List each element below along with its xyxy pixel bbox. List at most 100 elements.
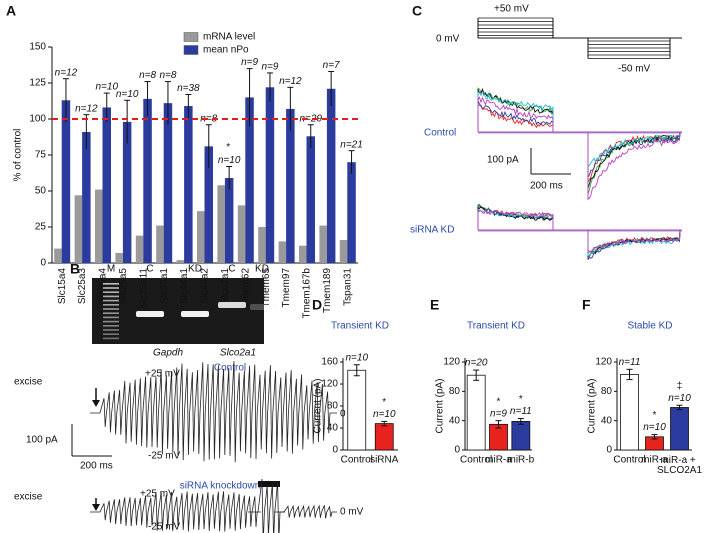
y-axis-label: Current (pA) bbox=[435, 378, 446, 433]
gel-band bbox=[250, 304, 278, 310]
x-tick-label: miR-a + SLCO2A1 bbox=[657, 455, 702, 476]
n-label: n=7 bbox=[323, 60, 340, 71]
y-tick-label: 80 bbox=[327, 401, 339, 412]
n-label: n=10 bbox=[668, 393, 691, 404]
current-trace bbox=[248, 479, 285, 533]
voltage-label: +25 mV bbox=[140, 489, 175, 500]
ladder-band bbox=[103, 337, 119, 340]
gel-band bbox=[218, 302, 246, 308]
y-axis-label: % of control bbox=[13, 129, 24, 182]
voltage-label: 0 mV bbox=[340, 507, 364, 518]
n-label: n=11 bbox=[510, 406, 532, 417]
n-label: n=29 bbox=[299, 113, 322, 124]
y-tick-label: 120 bbox=[443, 357, 460, 368]
panel-letter: E bbox=[430, 297, 439, 313]
n-label: n=9 bbox=[490, 408, 507, 419]
bar bbox=[347, 369, 367, 451]
bar bbox=[95, 189, 103, 263]
y-tick-label: 0 bbox=[454, 445, 460, 456]
significance: * bbox=[382, 397, 386, 408]
y-tick-label: 80 bbox=[449, 386, 461, 397]
y-tick-label: 120 bbox=[595, 357, 612, 368]
x-tick-label: Slc44a1 bbox=[179, 268, 190, 305]
lane-label: KD bbox=[255, 264, 269, 275]
legend-label: mRNA level bbox=[203, 32, 255, 43]
bar bbox=[61, 100, 71, 263]
panel-letter: F bbox=[582, 297, 591, 313]
y-tick-label: 25 bbox=[35, 222, 47, 233]
y-tick-label: 120 bbox=[321, 379, 338, 390]
ladder-band bbox=[103, 308, 119, 310]
n-label: n=10 bbox=[643, 422, 666, 433]
significance: ‡ bbox=[677, 381, 683, 392]
bar bbox=[204, 146, 213, 263]
x-tick-label: Tspan31 bbox=[342, 268, 353, 306]
x-tick-label: Slc25a11 bbox=[138, 268, 149, 309]
ladder-band bbox=[103, 304, 119, 306]
x-tick-label: Tmem189 bbox=[322, 268, 333, 313]
scale-label: 200 ms bbox=[530, 181, 563, 192]
x-tick-label: miR-a bbox=[641, 455, 668, 466]
chart-title: Transient KD bbox=[467, 321, 525, 332]
y-tick-label: 80 bbox=[601, 386, 613, 397]
x-tick-label: miR-a bbox=[485, 455, 512, 466]
bar bbox=[135, 235, 144, 263]
gene-label: Slco2a1 bbox=[220, 348, 256, 359]
x-tick-label: Tmem65 bbox=[261, 268, 272, 308]
current-trace bbox=[90, 361, 337, 463]
bar bbox=[374, 423, 394, 451]
y-tick-label: 75 bbox=[35, 150, 47, 161]
bar bbox=[217, 185, 225, 263]
ladder-band bbox=[103, 283, 119, 285]
bar bbox=[278, 241, 287, 263]
scale-label: 100 pA bbox=[26, 435, 58, 446]
y-axis-label: Current (pA) bbox=[313, 378, 324, 433]
current-trace bbox=[477, 87, 554, 132]
n-label: n=10 bbox=[218, 155, 241, 166]
n-label: n=12 bbox=[279, 76, 302, 87]
y-tick-label: 50 bbox=[35, 186, 47, 197]
lane-label: KD bbox=[188, 264, 202, 275]
bar bbox=[306, 136, 315, 263]
legend-label: mean nPo bbox=[203, 45, 249, 56]
bar bbox=[670, 407, 689, 451]
n-label: n=10 bbox=[345, 352, 368, 363]
gene-label: Gapdh bbox=[153, 348, 183, 359]
scale-label: 200 ms bbox=[80, 461, 113, 472]
current-trace bbox=[90, 491, 261, 532]
current-trace bbox=[587, 131, 681, 169]
current-trace bbox=[477, 96, 554, 132]
n-label: n=10 bbox=[116, 89, 139, 100]
bar bbox=[319, 225, 327, 263]
bar bbox=[176, 260, 185, 263]
bar bbox=[286, 108, 295, 263]
bar bbox=[258, 227, 266, 263]
y-tick-label: 0 bbox=[332, 445, 338, 456]
x-tick-label: Slc25a3 bbox=[77, 268, 88, 305]
excise-label: excise bbox=[14, 492, 43, 503]
y-tick-label: 40 bbox=[449, 415, 461, 426]
significance: * bbox=[653, 410, 657, 421]
chart-title: Transient KD bbox=[331, 321, 389, 332]
significance: * bbox=[226, 142, 230, 153]
significance: * bbox=[519, 394, 523, 405]
x-tick-label: Tmem97 bbox=[281, 268, 292, 308]
y-tick-label: 0 bbox=[606, 445, 612, 456]
scale-label: 100 pA bbox=[487, 155, 519, 166]
bar bbox=[163, 103, 173, 263]
trace-title: siRNA KD bbox=[410, 225, 454, 236]
panel-letter: C bbox=[412, 3, 422, 19]
x-tick-label: Slc25a4 bbox=[98, 268, 109, 305]
bar bbox=[115, 252, 123, 263]
y-tick-label: 40 bbox=[601, 415, 613, 426]
n-label: n=9 bbox=[241, 57, 258, 68]
bar bbox=[54, 248, 62, 263]
x-tick-label: Slc15a4 bbox=[57, 268, 68, 305]
bar bbox=[74, 195, 83, 263]
excise-label: excise bbox=[14, 377, 43, 388]
x-tick-label: Control bbox=[613, 455, 645, 466]
n-label: n=12 bbox=[55, 67, 78, 78]
n-label: n=8 bbox=[139, 70, 156, 81]
panel-letter: B bbox=[70, 261, 80, 277]
